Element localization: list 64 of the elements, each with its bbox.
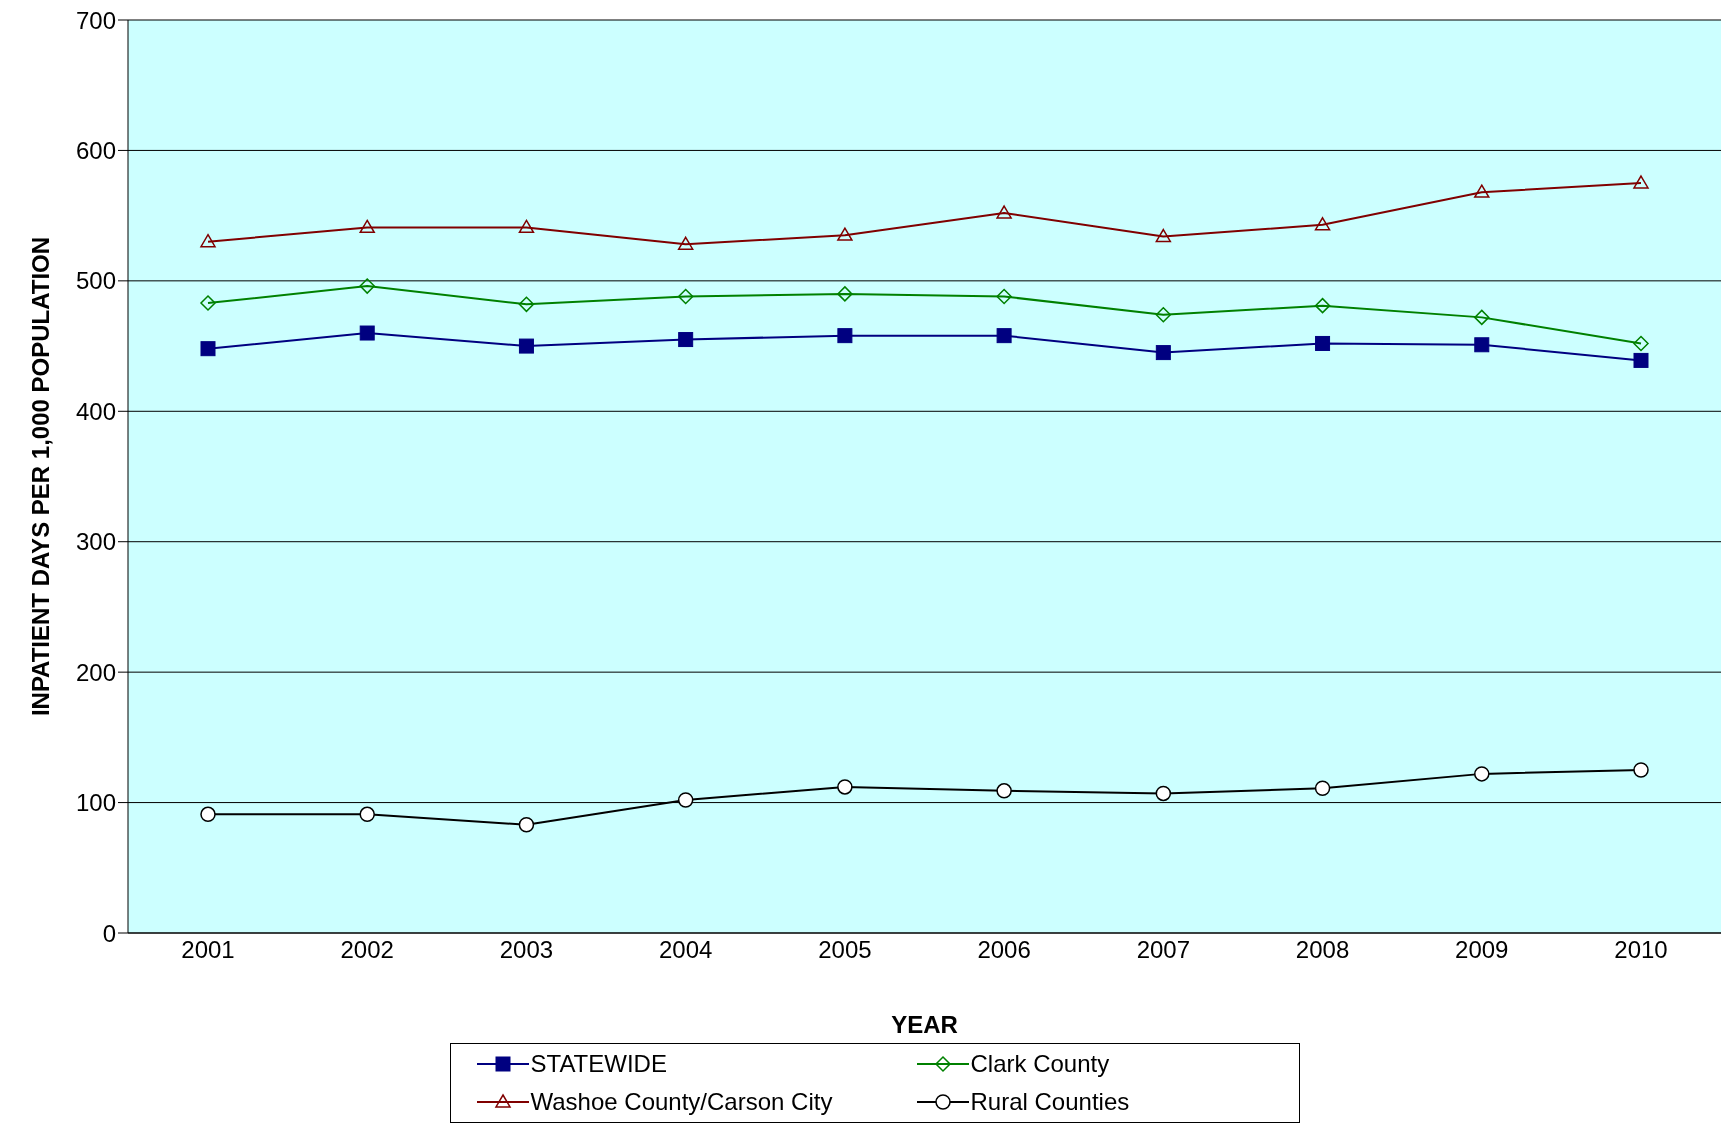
point <box>1155 307 1172 323</box>
legend-label: STATEWIDE <box>530 1050 667 1078</box>
point <box>518 296 535 313</box>
point <box>1314 780 1331 796</box>
point <box>200 233 216 248</box>
x-axis-title: YEAR <box>891 1011 958 1038</box>
point <box>359 806 375 823</box>
legend-label: Clark County <box>970 1050 1110 1078</box>
point <box>677 792 694 808</box>
y-tick-label: 500 <box>75 267 116 295</box>
x-tick-label: 2003 <box>499 936 554 964</box>
point <box>1633 762 1649 778</box>
x-tick-label: 2005 <box>818 936 872 964</box>
point <box>1633 335 1649 352</box>
point <box>1474 766 1490 782</box>
point <box>1315 335 1331 351</box>
point <box>837 227 853 241</box>
point <box>1155 345 1171 361</box>
point <box>1155 785 1172 802</box>
point <box>996 328 1012 344</box>
y-tick-label: 600 <box>75 136 116 164</box>
x-tick-label: 2004 <box>658 936 713 964</box>
x-tick-label: 2007 <box>1136 936 1191 964</box>
point <box>837 328 853 344</box>
x-tick-label: 2001 <box>181 936 235 964</box>
point <box>359 325 375 341</box>
point <box>518 816 535 833</box>
y-tick-label: 200 <box>75 658 116 686</box>
point <box>837 779 853 795</box>
point <box>996 288 1012 305</box>
point <box>678 332 694 348</box>
point <box>1633 175 1649 189</box>
x-tick-label: 2009 <box>1455 936 1509 964</box>
legend-label: Washoe County/Carson City <box>530 1088 833 1116</box>
x-tick-label: 2008 <box>1295 936 1350 964</box>
legend-label: Rural Counties <box>970 1088 1130 1116</box>
point <box>677 236 694 250</box>
point <box>1633 352 1649 368</box>
point <box>200 295 216 311</box>
point <box>518 219 535 234</box>
point <box>1474 309 1490 326</box>
y-axis-title: INPATIENT DAYS PER 1,000 POPULATION <box>26 236 54 717</box>
point <box>200 806 216 823</box>
x-tick-label: 2006 <box>977 936 1031 964</box>
point <box>1155 228 1172 243</box>
point <box>1474 337 1490 353</box>
point <box>518 338 534 354</box>
x-tick-label: 2002 <box>340 936 394 964</box>
point <box>677 288 694 305</box>
point <box>359 278 375 294</box>
x-tick-label: 2010 <box>1614 936 1668 964</box>
point <box>1314 217 1331 231</box>
point <box>996 783 1012 799</box>
y-tick-label: 300 <box>75 528 116 556</box>
point <box>200 341 216 357</box>
y-tick-label: 400 <box>75 397 116 425</box>
point <box>1474 184 1490 198</box>
point <box>996 205 1012 219</box>
point <box>1314 297 1331 314</box>
y-tick-label: 100 <box>75 789 116 817</box>
y-tick-label: 700 <box>75 6 116 34</box>
point <box>837 286 853 302</box>
point <box>359 219 375 234</box>
y-tick-label: 0 <box>102 919 116 947</box>
